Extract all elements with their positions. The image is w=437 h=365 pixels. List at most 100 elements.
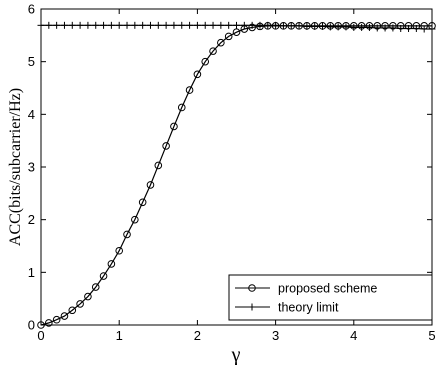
data-point-proposed-scheme xyxy=(201,57,210,66)
data-point-theory-limit xyxy=(272,21,280,29)
data-point-theory-limit xyxy=(68,21,76,29)
data-point-theory-limit xyxy=(248,21,256,29)
data-point-proposed-scheme xyxy=(154,161,163,170)
data-point-proposed-scheme xyxy=(232,28,241,36)
data-point-theory-limit xyxy=(201,21,209,29)
data-point-proposed-scheme xyxy=(107,260,116,268)
legend-item-theory-limit: theory limit xyxy=(235,301,339,315)
data-point-proposed-scheme xyxy=(68,306,77,315)
x-tick-label: 1 xyxy=(116,328,123,343)
data-point-proposed-scheme xyxy=(84,292,92,301)
data-point-theory-limit xyxy=(365,23,373,31)
data-point-proposed-scheme xyxy=(99,272,108,280)
data-point-theory-limit xyxy=(358,23,366,31)
data-point-theory-limit xyxy=(295,22,303,30)
data-point-theory-limit xyxy=(264,21,272,29)
legend-marker-plus-icon xyxy=(248,303,256,311)
data-point-theory-limit xyxy=(84,21,92,29)
legend: proposed scheme theory limit xyxy=(228,274,433,321)
data-point-theory-limit xyxy=(53,21,61,29)
y-tick-label: 3 xyxy=(28,160,35,175)
x-tick-label: 5 xyxy=(428,328,435,343)
legend-box xyxy=(228,274,433,321)
data-point-theory-limit xyxy=(420,25,428,33)
data-point-theory-limit xyxy=(373,24,381,32)
data-point-theory-limit xyxy=(397,24,405,32)
legend-label-theory-limit: theory limit xyxy=(278,301,339,315)
data-point-theory-limit xyxy=(217,21,225,29)
data-point-theory-limit xyxy=(154,21,162,29)
data-point-proposed-scheme xyxy=(76,300,84,308)
series-theory-limit xyxy=(37,21,436,33)
data-point-theory-limit xyxy=(326,23,334,31)
data-point-proposed-scheme xyxy=(60,312,69,320)
data-point-theory-limit xyxy=(92,21,100,29)
data-point-theory-limit xyxy=(279,22,287,30)
data-point-proposed-scheme xyxy=(146,181,155,189)
data-point-theory-limit xyxy=(428,25,436,33)
data-point-proposed-scheme xyxy=(131,215,139,224)
x-tick-label: 3 xyxy=(272,328,279,343)
data-point-theory-limit xyxy=(162,21,170,29)
data-point-theory-limit xyxy=(350,23,358,31)
x-tick-label: 0 xyxy=(37,328,44,343)
data-point-proposed-scheme xyxy=(123,230,131,239)
data-point-theory-limit xyxy=(381,24,389,32)
data-point-theory-limit xyxy=(37,21,45,29)
x-tick-label: 2 xyxy=(194,328,201,343)
legend-item-proposed-scheme: proposed scheme xyxy=(235,282,377,296)
data-point-proposed-scheme xyxy=(91,283,100,291)
data-point-proposed-scheme xyxy=(52,315,61,324)
data-point-theory-limit xyxy=(139,21,147,29)
data-point-theory-limit xyxy=(186,21,194,29)
data-point-proposed-scheme xyxy=(185,86,194,94)
data-point-proposed-scheme xyxy=(45,319,53,327)
data-point-theory-limit xyxy=(233,21,240,29)
data-point-theory-limit xyxy=(287,22,295,30)
data-point-proposed-scheme xyxy=(115,246,123,255)
y-tick-label: 6 xyxy=(28,2,35,17)
data-point-theory-limit xyxy=(412,24,420,32)
data-point-theory-limit xyxy=(146,21,154,29)
data-point-proposed-scheme xyxy=(209,47,217,55)
data-point-theory-limit xyxy=(123,21,131,29)
data-point-theory-limit xyxy=(256,21,264,29)
data-point-proposed-scheme xyxy=(217,38,225,47)
ticks-group: 0 1 2 3 4 5 0 1 2 3 4 5 6 xyxy=(28,2,436,344)
y-tick-label: 0 xyxy=(28,318,35,333)
data-point-theory-limit xyxy=(76,21,84,29)
y-axis-title: ACC(bits/subcarrier/Hz) xyxy=(7,88,24,246)
data-point-proposed-scheme xyxy=(177,103,186,112)
data-point-theory-limit xyxy=(107,21,115,29)
y-tick-label: 4 xyxy=(28,107,35,122)
data-point-theory-limit xyxy=(311,22,319,30)
data-point-proposed-scheme xyxy=(193,70,202,79)
data-point-theory-limit xyxy=(193,21,201,29)
data-point-theory-limit xyxy=(178,21,186,29)
data-point-theory-limit xyxy=(60,21,68,29)
data-point-theory-limit xyxy=(100,21,108,29)
data-point-theory-limit xyxy=(319,22,327,30)
data-point-proposed-scheme xyxy=(170,122,178,131)
data-point-theory-limit xyxy=(131,21,139,29)
legend-marker-circle-icon xyxy=(248,284,256,292)
data-point-proposed-scheme xyxy=(37,321,45,329)
data-point-theory-limit xyxy=(209,21,217,29)
data-point-theory-limit xyxy=(334,23,342,31)
data-point-theory-limit xyxy=(45,21,53,29)
x-tick-label: 4 xyxy=(350,328,357,343)
data-point-proposed-scheme xyxy=(162,142,170,150)
data-point-theory-limit xyxy=(389,24,397,32)
data-point-proposed-scheme xyxy=(224,32,233,41)
data-point-theory-limit xyxy=(170,21,178,29)
data-point-theory-limit xyxy=(342,23,350,31)
series-group xyxy=(37,21,436,329)
data-point-theory-limit xyxy=(225,21,233,29)
data-point-theory-limit xyxy=(405,24,413,32)
series-line-proposed-scheme xyxy=(40,25,432,326)
data-point-theory-limit xyxy=(240,21,248,29)
x-axis-title: γ xyxy=(231,344,241,365)
data-point-theory-limit xyxy=(303,22,311,30)
data-point-theory-limit xyxy=(115,21,123,29)
data-point-proposed-scheme xyxy=(138,198,147,207)
